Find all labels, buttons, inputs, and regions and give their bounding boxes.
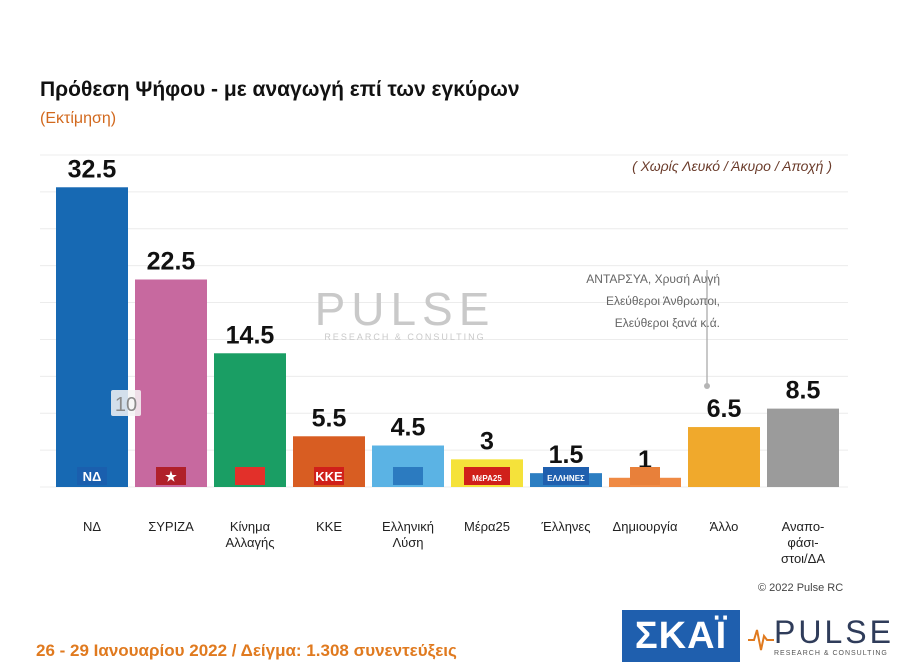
bar: [56, 187, 128, 487]
category-label: φάσι-: [787, 535, 818, 550]
chart-note: ( Χωρίς Λευκό / Άκυρο / Αποχή ): [632, 158, 832, 174]
party-logo-background: [464, 467, 510, 485]
pulse-watermark: PULSE RESEARCH & CONSULTING: [300, 282, 510, 342]
bar: [767, 408, 839, 487]
category-label: Αναπο-: [782, 519, 825, 534]
copyright: © 2022 Pulse RC: [758, 582, 844, 594]
bar: [135, 279, 207, 487]
other-note-line: Ελεύθεροι ξανά κ.ά.: [614, 316, 720, 330]
party-logo-text: ΕΛΛΗΝΕΣ: [547, 474, 585, 483]
data-label: 5.5: [312, 404, 347, 432]
party-logo-background: [156, 467, 186, 485]
bar: [214, 353, 286, 487]
data-label: 1.5: [549, 441, 584, 469]
party-logo-icon: [630, 467, 660, 485]
category-label: ΝΔ: [83, 519, 101, 534]
survey-footer: 26 - 29 Ιανουαρίου 2022 / Δείγμα: 1.308 …: [36, 641, 457, 660]
other-parties-note: ΑΝΤΑΡΣΥΑ, Χρυσή Αυγή Ελεύθεροι Άνθρωποι,…: [545, 268, 720, 334]
data-label: 1: [638, 446, 652, 474]
party-logo-icon: [393, 467, 423, 485]
party-logo-background: [77, 467, 107, 485]
party-logo-text: ΝΔ: [83, 469, 102, 484]
category-label: ΚΚΕ: [316, 519, 342, 534]
pulse-wave-icon: [748, 629, 774, 651]
data-label: 4.5: [391, 414, 426, 442]
party-logo-icon: ΕΛΛΗΝΕΣ: [543, 467, 589, 485]
party-logo-background: [543, 467, 589, 485]
pulse-logo-subtitle: RESEARCH & CONSULTING: [774, 650, 888, 657]
data-label: 14.5: [226, 321, 275, 349]
party-logo-icon: ΚΚΕ: [314, 467, 344, 485]
annotation-label: 10: [115, 394, 137, 416]
party-logo-icon: ★: [156, 467, 186, 485]
data-label: 22.5: [147, 248, 196, 276]
annotation-box: [111, 390, 141, 416]
party-logo-background: [393, 467, 423, 485]
category-label: Κίνημα: [230, 519, 271, 534]
party-logo-text: ΜέΡΑ25: [472, 474, 502, 483]
category-label: στοι/ΔΑ: [781, 551, 825, 566]
other-note-line: Ελεύθεροι Άνθρωποι,: [605, 294, 720, 308]
party-logo-icon: ΜέΡΑ25: [464, 467, 510, 485]
party-logo-text: ΚΚΕ: [315, 469, 343, 484]
category-label: Δημιουργία: [613, 519, 678, 534]
party-logo-icon: ΝΔ: [77, 467, 107, 485]
party-logo-background: [235, 467, 265, 485]
watermark-subtitle: RESEARCH & CONSULTING: [324, 332, 486, 342]
category-label: Λύση: [392, 535, 423, 550]
category-label: Ελληνική: [382, 519, 434, 534]
other-note-connector-dot: [704, 383, 710, 389]
party-logo-background: [314, 467, 344, 485]
chart-title: Πρόθεση Ψήφου - με αναγωγή επί των εγκύρ…: [40, 78, 520, 101]
category-label: Αλλαγής: [226, 535, 275, 550]
category-label: ΣΥΡΙΖΑ: [148, 519, 194, 534]
party-logo-text: ★: [165, 469, 177, 484]
data-label: 6.5: [707, 395, 742, 423]
party-logo-icon: [235, 467, 265, 485]
party-logo-background: [630, 467, 660, 485]
data-label: 3: [480, 427, 494, 455]
data-label: 8.5: [786, 377, 821, 405]
category-label: Άλλο: [710, 519, 739, 534]
skai-logo: ΣΚΑΪ: [622, 610, 740, 662]
pulse-logo: PULSE RESEARCH & CONSULTING: [748, 612, 891, 662]
chart-subtitle: (Εκτίμηση): [40, 110, 117, 127]
data-label: 32.5: [68, 155, 117, 183]
bar: [688, 427, 760, 487]
other-note-line: ΑΝΤΑΡΣΥΑ, Χρυσή Αυγή: [586, 272, 720, 286]
watermark-name: PULSE: [314, 283, 496, 335]
category-label: Έλληνες: [541, 519, 591, 534]
pulse-logo-name: PULSE: [774, 614, 894, 650]
category-label: Μέρα25: [464, 519, 510, 534]
